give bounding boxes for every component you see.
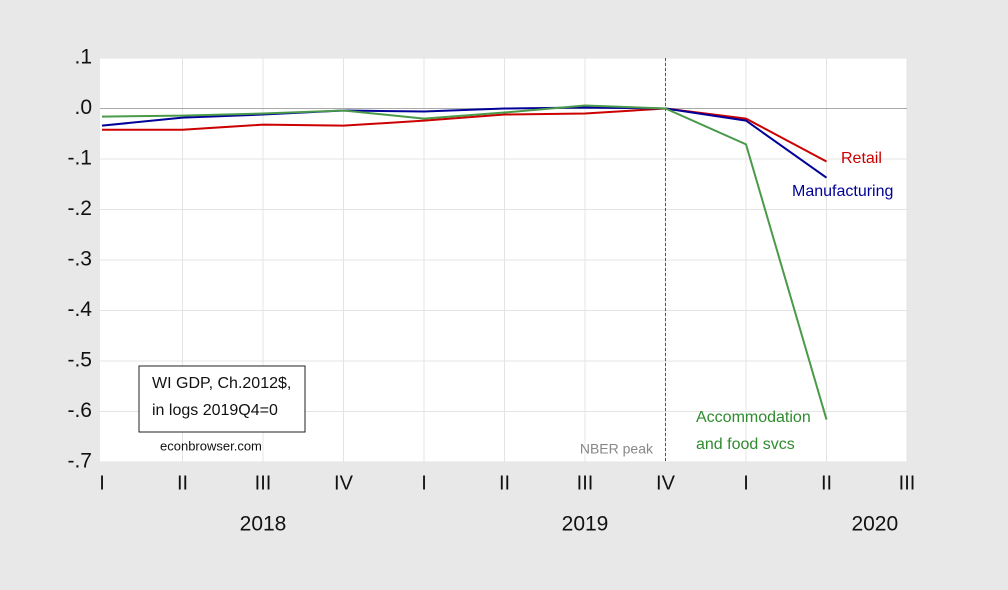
annotation: Retail	[841, 150, 882, 167]
annotation: Manufacturing	[792, 183, 893, 200]
x-tick-label: IV	[334, 472, 354, 494]
year-label: 2020	[851, 513, 898, 536]
y-tick-label: -.5	[67, 349, 92, 372]
x-tick-label: I	[743, 472, 749, 494]
note-box	[138, 365, 306, 433]
note-text: in logs 2019Q4=0	[152, 402, 278, 419]
year-label: 2018	[240, 513, 287, 536]
source: econbrowser.com	[160, 438, 262, 453]
nber-label: NBER peak	[580, 441, 654, 457]
x-tick-label: III	[255, 472, 272, 494]
x-tick-label: II	[499, 472, 510, 494]
year-label: 2019	[562, 513, 609, 536]
y-tick-label: -.3	[67, 248, 92, 271]
y-tick-label: -.4	[67, 298, 92, 321]
y-tick-label: -.2	[67, 197, 92, 220]
y-tick-label: -.7	[67, 450, 92, 473]
series-line	[101, 106, 828, 179]
series-line	[101, 104, 828, 420]
x-tick-label: IV	[656, 472, 676, 494]
y-tick-label: .0	[74, 96, 92, 119]
y-tick-label: -.6	[67, 399, 92, 422]
x-tick-label: I	[421, 472, 427, 494]
y-tick-label: -.1	[67, 147, 92, 170]
x-tick-label: II	[821, 472, 832, 494]
annotation: and food svcs	[696, 436, 795, 453]
y-tick-label: .1	[74, 46, 92, 69]
x-tick-label: II	[177, 472, 188, 494]
x-tick-label: III	[577, 472, 594, 494]
note-text: WI GDP, Ch.2012$,	[152, 375, 291, 392]
x-tick-label: III	[899, 472, 916, 494]
x-tick-label: I	[99, 472, 105, 494]
annotation: Accommodation	[696, 409, 811, 426]
